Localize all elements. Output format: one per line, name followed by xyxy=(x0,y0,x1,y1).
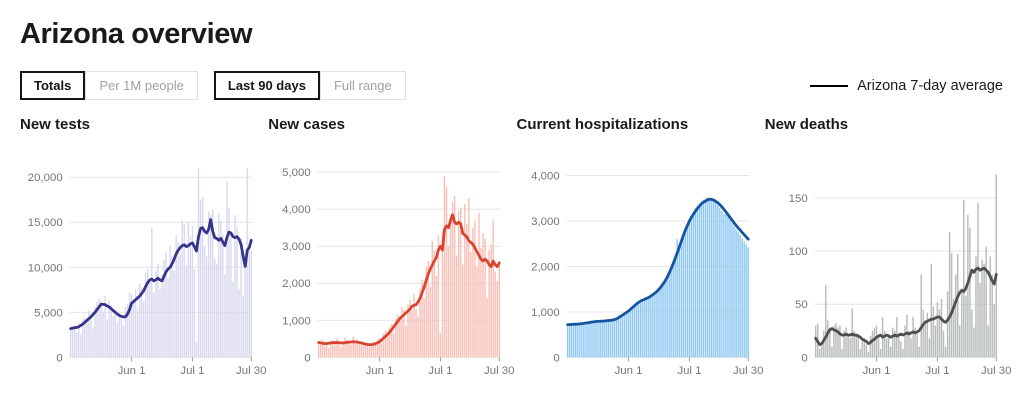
svg-text:Jul 1: Jul 1 xyxy=(925,365,949,377)
svg-text:150: 150 xyxy=(788,193,807,205)
svg-text:10,000: 10,000 xyxy=(28,262,63,274)
unit-toggle-group: Totals Per 1M people xyxy=(20,71,198,100)
chart-current-hospitalizations: Current hospitalizations 0 1,000 2,000 3,00… xyxy=(516,116,763,387)
svg-text:2,000: 2,000 xyxy=(531,261,560,273)
svg-text:4,000: 4,000 xyxy=(282,204,311,216)
y-axis-labels: 0 1,000 2,000 3,000 4,000 5,000 xyxy=(282,167,311,364)
daily-bars xyxy=(318,175,501,358)
x-axis-labels: Jun 1 Jul 1 Jul 30 xyxy=(366,357,515,377)
legend-line-swatch xyxy=(810,84,849,87)
controls-row: Totals Per 1M people Last 90 days Full r… xyxy=(20,71,1003,100)
svg-text:3,000: 3,000 xyxy=(531,216,560,228)
svg-text:100: 100 xyxy=(788,246,807,258)
chart-canvas-0: 0 5,000 10,000 15,000 20,000 Jun 1 Jul 1 Jul 30 xyxy=(28,168,266,377)
toggle-full-range[interactable]: Full range xyxy=(319,71,406,100)
svg-text:Jul 1: Jul 1 xyxy=(677,365,701,377)
chart-canvas-3: 0 50 100 150 Jun 1 Jul 1 Jul 30 xyxy=(788,174,1011,377)
svg-text:Jul 30: Jul 30 xyxy=(733,365,763,377)
svg-text:0: 0 xyxy=(553,352,559,364)
y-axis-labels: 0 50 100 150 xyxy=(788,193,807,364)
toggle-groups: Totals Per 1M people Last 90 days Full r… xyxy=(20,71,406,100)
y-axis-labels: 0 1,000 2,000 3,000 4,000 xyxy=(531,171,560,365)
svg-text:3,000: 3,000 xyxy=(282,241,311,253)
chart-plot-current-hospitalizations: 0 1,000 2,000 3,000 4,000 Jun 1 Jul 1 Jul 30 xyxy=(517,137,763,387)
daily-bars xyxy=(69,168,253,358)
svg-text:1,000: 1,000 xyxy=(282,315,311,327)
chart-plot-new-tests: 0 5,000 10,000 15,000 20,000 Jun 1 Jul 1 Jul 30 xyxy=(20,137,266,387)
svg-text:Jul 30: Jul 30 xyxy=(236,365,266,377)
seven-day-average-line xyxy=(565,197,750,327)
seven-day-average-line xyxy=(317,213,501,347)
svg-text:Jun 1: Jun 1 xyxy=(366,365,394,377)
gridlines xyxy=(317,171,501,358)
svg-text:4,000: 4,000 xyxy=(531,171,560,183)
svg-text:Jul 1: Jul 1 xyxy=(429,365,453,377)
svg-text:20,000: 20,000 xyxy=(28,172,63,184)
svg-text:Jul 30: Jul 30 xyxy=(981,365,1011,377)
svg-text:50: 50 xyxy=(795,299,808,311)
chart-new-cases: New cases 0 1,000 2,000 3,000 4,000 5,000 Jun … xyxy=(268,116,514,387)
range-toggle-group: Last 90 days Full range xyxy=(213,71,406,100)
svg-text:2,000: 2,000 xyxy=(282,278,311,290)
chart-canvas-2: 0 1,000 2,000 3,000 4,000 Jun 1 Jul 1 Jul 30 xyxy=(531,171,763,378)
daily-bars xyxy=(566,197,749,358)
chart-plot-new-cases: 0 1,000 2,000 3,000 4,000 5,000 Jun 1 Jul 1 Jul … xyxy=(268,137,514,387)
chart-new-deaths: New deaths 0 50 100 150 Jun 1 Jul 1 Jul 30 xyxy=(764,116,1011,387)
svg-text:Jun 1: Jun 1 xyxy=(614,365,642,377)
x-axis-labels: Jun 1 Jul 1 Jul 30 xyxy=(118,357,266,377)
x-axis-labels: Jun 1 Jul 1 Jul 30 xyxy=(862,357,1011,377)
legend: Arizona 7-day average xyxy=(810,78,1003,94)
chart-plot-new-deaths: 0 50 100 150 Jun 1 Jul 1 Jul 30 xyxy=(765,137,1011,387)
chart-title-current-hospitalizations: Current hospitalizations xyxy=(516,116,689,133)
toggle-last-90-days[interactable]: Last 90 days xyxy=(213,71,320,100)
svg-text:Jul 1: Jul 1 xyxy=(180,365,204,377)
chart-title-new-cases: New cases xyxy=(268,116,345,133)
svg-text:0: 0 xyxy=(801,352,807,364)
chart-title-new-deaths: New deaths xyxy=(764,116,849,133)
toggle-totals[interactable]: Totals xyxy=(20,71,86,100)
gridlines xyxy=(566,175,749,358)
daily-bars xyxy=(814,174,997,358)
toggle-per-1m-people[interactable]: Per 1M people xyxy=(85,71,198,100)
page-title: Arizona overview xyxy=(20,18,253,50)
x-axis-labels: Jun 1 Jul 1 Jul 30 xyxy=(614,357,763,377)
legend-label: Arizona 7-day average xyxy=(857,77,1003,94)
svg-text:15,000: 15,000 xyxy=(28,217,63,229)
chart-canvas-1: 0 1,000 2,000 3,000 4,000 5,000 Jun 1 Jul 1 Jul … xyxy=(282,167,514,377)
seven-day-average-line xyxy=(69,218,253,330)
svg-text:0: 0 xyxy=(305,352,311,364)
y-axis-labels: 0 5,000 10,000 15,000 20,000 xyxy=(28,172,63,364)
svg-text:Jun 1: Jun 1 xyxy=(862,365,890,377)
svg-text:Jun 1: Jun 1 xyxy=(118,365,146,377)
gridlines xyxy=(69,176,253,358)
svg-text:5,000: 5,000 xyxy=(34,307,63,319)
svg-text:5,000: 5,000 xyxy=(282,167,311,179)
svg-text:Jul 30: Jul 30 xyxy=(484,365,514,377)
chart-title-new-tests: New tests xyxy=(20,116,91,133)
svg-text:1,000: 1,000 xyxy=(531,307,560,319)
gridlines xyxy=(814,197,998,358)
svg-text:0: 0 xyxy=(56,352,62,364)
seven-day-average-line xyxy=(814,266,998,347)
